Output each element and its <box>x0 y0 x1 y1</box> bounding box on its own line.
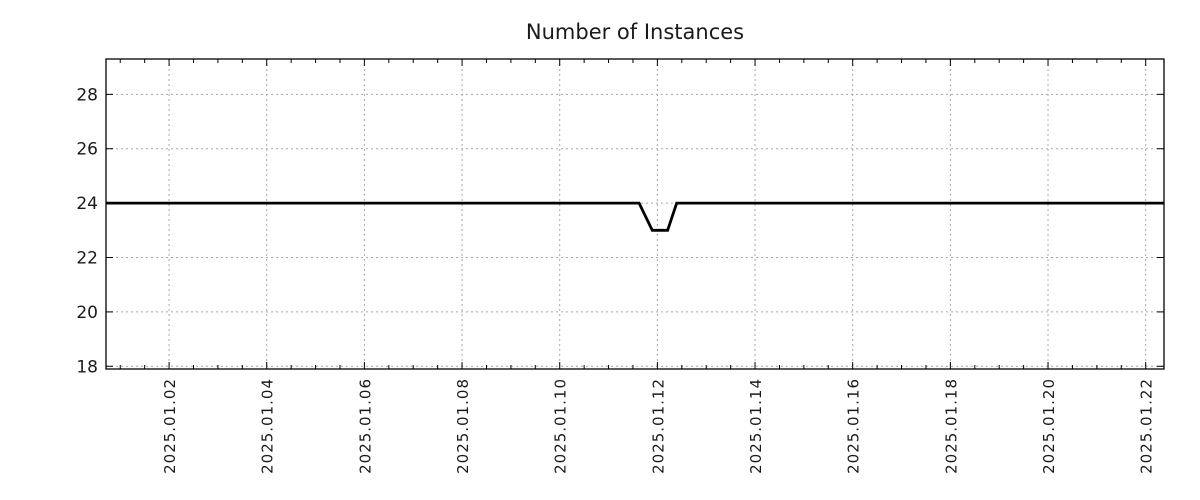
y-tick-label: 18 <box>76 357 98 377</box>
x-tick-label: 2025.01.16 <box>845 378 863 474</box>
y-tick-label: 22 <box>76 249 98 269</box>
x-tick-label: 2025.01.06 <box>356 378 374 474</box>
y-tick-label: 28 <box>76 85 98 105</box>
x-tick-label: 2025.01.04 <box>259 378 277 474</box>
x-tick-label: 2025.01.02 <box>161 378 179 474</box>
plot-border-rect <box>105 58 1165 370</box>
x-tick-label: 2025.01.08 <box>454 378 472 474</box>
y-tick-label: 26 <box>76 140 98 160</box>
x-tick-label: 2025.01.20 <box>1040 378 1058 474</box>
x-tick-label: 2025.01.22 <box>1138 378 1156 474</box>
y-tick-label: 20 <box>76 303 98 323</box>
x-tick-label: 2025.01.18 <box>942 378 960 474</box>
tick-layer <box>106 59 1164 369</box>
plot-border <box>105 58 1165 370</box>
x-tick-label: 2025.01.14 <box>747 378 765 474</box>
y-tick-label: 24 <box>76 194 98 214</box>
series-layer <box>106 201 1164 232</box>
chart-title: Number of Instances <box>526 20 744 44</box>
axis-label-layer: 18 20 22 24 26 28 2025.01.02 2025.01.04 2025.01.… <box>76 85 1155 474</box>
x-tick-label: 2025.01.10 <box>552 378 570 474</box>
data-line <box>106 201 1164 232</box>
grid-layer <box>106 59 1164 369</box>
x-tick-label: 2025.01.12 <box>649 378 667 474</box>
